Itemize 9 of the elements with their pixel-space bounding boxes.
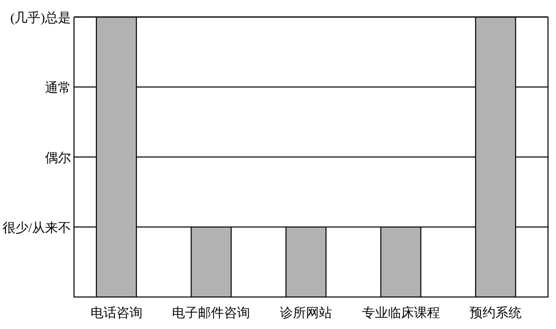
x-tick-label: 预约系统 [470,305,522,320]
x-tick-label: 电话咨询 [90,305,142,320]
x-tick-label: 专业临床课程 [362,305,440,320]
x-tick-label: 电子邮件咨询 [172,305,250,320]
ref-line-label: (几乎)总是 [10,10,71,25]
x-tick-label: 诊所网站 [280,305,332,320]
ref-line-label: 偶尔 [45,150,71,165]
ref-line-label: 很少/从来不 [2,220,71,235]
ref-line-label: 通常 [45,80,71,95]
